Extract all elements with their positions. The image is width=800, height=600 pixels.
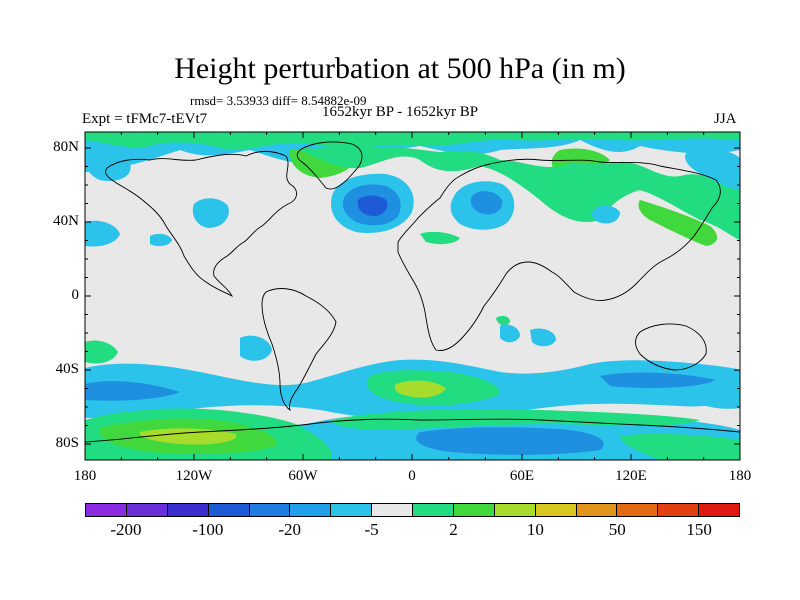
contour-region [85,148,131,182]
colorbar-label: -5 [364,520,379,539]
colorbar-swatch [372,504,413,516]
coastline-antarctica [85,418,740,443]
lon-tick-label: 180 [73,468,97,484]
colorbar-swatch [208,504,250,516]
contour-region [357,195,388,216]
contour-region [150,233,172,247]
coastline-south-america [261,288,337,412]
contour-region [300,147,740,240]
contour-region [700,397,740,409]
colorbar-label: 150 [686,520,712,539]
lat-tick-label: 40N [53,213,79,229]
contour-region [500,324,520,343]
contour-region [591,205,620,224]
period-label: 1652kyr BP - 1652kyr BP [322,104,479,120]
contour-region [638,200,718,246]
lon-tick-label: 0 [408,468,416,484]
colorbar-swatch [699,504,739,516]
coastline-australia [635,323,707,371]
colorbar-swatch [535,504,577,516]
lon-tick-label: 60E [509,468,535,484]
colorbar-label: 2 [449,520,458,539]
coastline-eurasia-africa [397,158,721,351]
colorbar-swatch [617,504,659,516]
contour-region [685,148,740,190]
stats-text: rmsd= 3.53933 diff= 8.54882e-09 [190,93,367,108]
experiment-label: Expt = tFMc7-tEVt7 [82,111,208,127]
contour-region [192,198,229,228]
contour-region [416,427,604,455]
colorbar-label: 10 [526,520,544,539]
colorbar-label: -200 [110,520,142,539]
contour-region [620,433,740,460]
contour-region [420,231,460,245]
colorbar-swatch [453,504,495,516]
colorbar-swatch [494,504,536,516]
lat-tick-label: 80N [53,139,79,155]
coastline-greenland [296,141,363,190]
contour-region [85,340,118,364]
colorbar-swatch [331,504,373,516]
colorbar-swatch [249,504,291,516]
contour-region [470,191,503,215]
contour-region [496,315,510,326]
axis-ticks [84,132,741,460]
season-label: JJA [714,111,737,127]
lon-tick-label: 180 [728,468,752,484]
colorbar-swatch [413,504,454,516]
lon-tick-label: 120E [615,468,647,484]
contour-region [394,380,446,398]
colorbar [85,503,740,517]
contour-field [85,132,740,460]
contour-region [85,132,740,150]
colorbar-label: 50 [608,520,626,539]
lat-tick-label: 0 [71,287,80,303]
colorbar-swatch [126,504,168,516]
contour-region [139,428,237,445]
lat-tick-label: 40S [55,361,79,377]
coastline-north-america [105,151,297,298]
contour-region [724,195,740,222]
contour-region [85,381,180,401]
contour-region [530,328,556,347]
colorbar-swatch [576,504,618,516]
colorbar-swatch [86,504,127,516]
colorbar-label: -20 [278,520,302,539]
coastlines [85,141,740,443]
contour-region [600,372,716,388]
contour-region [240,335,272,361]
lon-tick-label: 60W [288,468,318,484]
colorbar-swatch [290,504,332,516]
colorbar-swatch [658,504,700,516]
colorbar-label: -100 [192,520,224,539]
lat-tick-label: 80S [55,435,79,451]
contour-region [85,220,120,247]
lon-tick-label: 120W [175,468,213,484]
plot-title: Height perturbation at 500 hPa (in m) [174,52,626,85]
colorbar-swatch [167,504,209,516]
